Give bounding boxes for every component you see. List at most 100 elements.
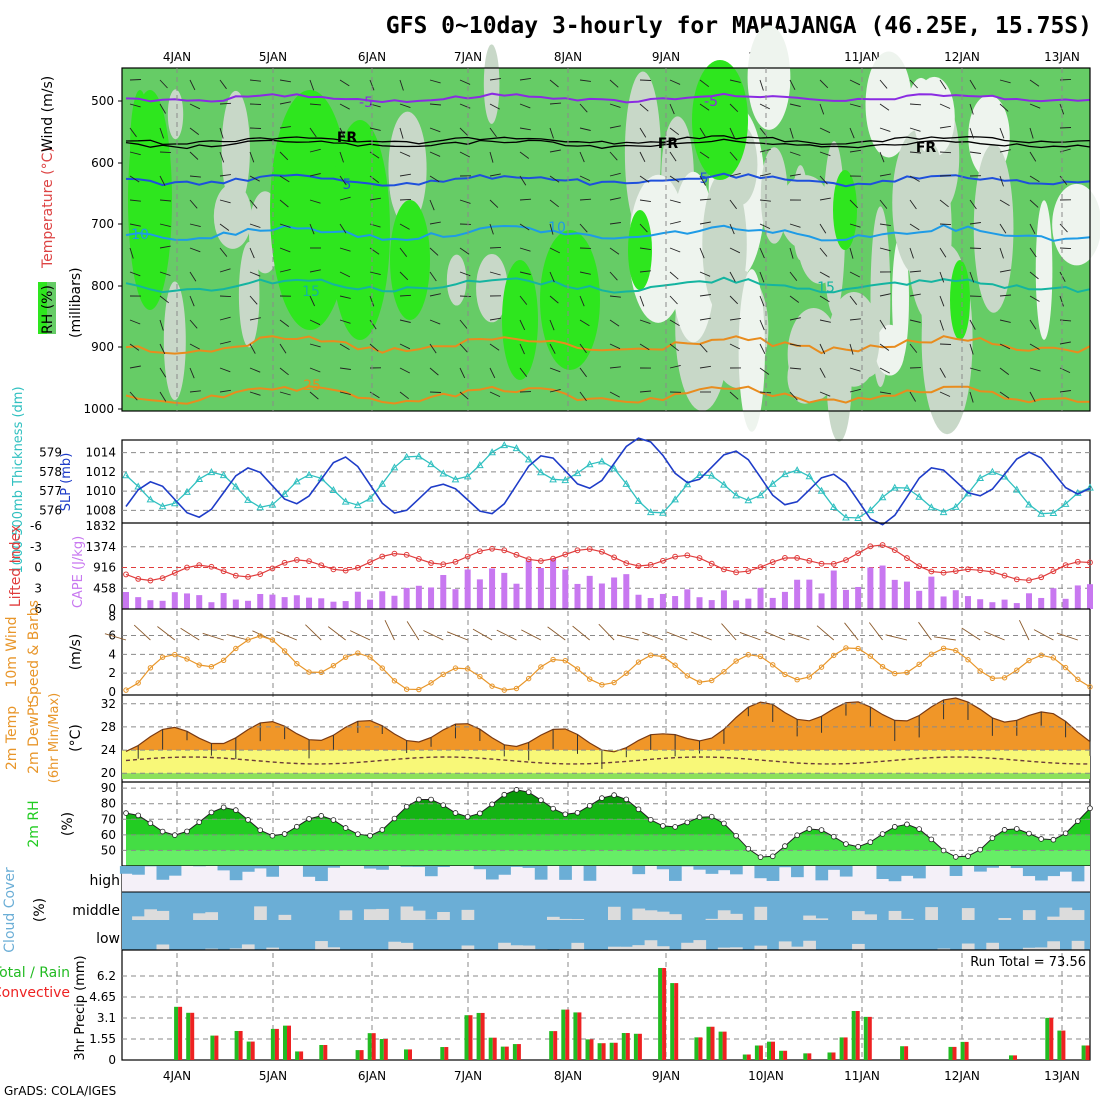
- rh-marker: [403, 803, 410, 810]
- wind-barb: [279, 199, 289, 208]
- wind-barb: [429, 199, 435, 211]
- wind-barb-10m: [406, 621, 420, 641]
- wind-barb: [849, 127, 855, 139]
- cape-bar: [257, 593, 264, 609]
- cloud-mid-gap: [559, 918, 572, 920]
- contour-20: [125, 335, 1091, 355]
- wind-barb: [459, 367, 466, 379]
- wind-barb: [639, 103, 649, 112]
- wind-barb: [369, 343, 379, 352]
- wind-speed-marker: [379, 665, 385, 671]
- precip-conv-bar: [190, 1012, 195, 1060]
- wind-barb-10m: [423, 630, 444, 641]
- wind-barb: [489, 271, 501, 276]
- cloud-high-bar: [437, 866, 450, 868]
- cloud-high-bar: [888, 866, 902, 882]
- wind-barb: [189, 79, 196, 91]
- cloud-high-bar: [913, 866, 926, 879]
- precip-total-bar: [500, 1046, 505, 1060]
- cape-bar: [1025, 593, 1032, 609]
- slp-axis-label: SLP (mb): [59, 453, 74, 512]
- rh-marker: [269, 832, 276, 839]
- cloud-high-bar: [827, 866, 841, 870]
- wind-barb: [429, 247, 439, 256]
- wind-barb: [669, 175, 680, 183]
- wind-barb: [669, 151, 677, 162]
- day-label-bottom: 4JAN: [163, 1069, 191, 1083]
- precip-conv-bar: [771, 1041, 775, 1060]
- wind-barb: [819, 367, 826, 378]
- wind-barb: [789, 103, 801, 107]
- thickness-marker: [122, 471, 130, 479]
- wind-speed-marker: [562, 658, 568, 664]
- wind-barb: [759, 103, 771, 110]
- wind-speed-marker: [648, 652, 654, 658]
- rh-moist-patch: [692, 60, 748, 180]
- wind-barb: [489, 151, 494, 163]
- wind-barb: [579, 103, 588, 113]
- wind-barb: [759, 271, 765, 283]
- rh-dry-patch: [446, 254, 467, 306]
- wind-barb: [699, 175, 706, 186]
- contour-label: FR: [916, 140, 937, 156]
- cloud-mid-gap: [1059, 907, 1073, 920]
- wind-barb: [249, 317, 261, 321]
- day-label-bottom: 12JAN: [944, 1069, 980, 1083]
- chart-title: GFS 0~10day 3-hourly for MAHAJANGA (46.2…: [386, 13, 1092, 39]
- li-tick-label: -6: [30, 519, 42, 533]
- precip-tick-label: 3.1: [97, 1011, 116, 1025]
- cloud-high-bar: [132, 866, 145, 875]
- wind-barb-10m: [918, 621, 932, 641]
- wind-barb: [549, 223, 554, 235]
- wind-barb: [849, 271, 861, 278]
- wind-speed-marker: [294, 661, 300, 667]
- wind-barb: [399, 247, 408, 257]
- rh-marker: [464, 813, 471, 820]
- wind-barb: [339, 367, 351, 370]
- cape-bar: [403, 587, 410, 609]
- cloud-units-label: (%): [32, 898, 48, 922]
- thickness-marker: [500, 441, 509, 449]
- wind-barb: [549, 319, 555, 331]
- cloud-mid-gap: [925, 907, 938, 920]
- wind-barb: [159, 199, 172, 202]
- thickness-marker: [744, 496, 753, 504]
- li-marker: [208, 563, 215, 570]
- rh-marker: [586, 802, 593, 809]
- wind-barb: [759, 148, 771, 153]
- wind-barb: [849, 367, 861, 372]
- cape-bar: [184, 593, 191, 609]
- wind-barb: [159, 103, 166, 114]
- precip-total-bar: [754, 1045, 759, 1060]
- cloud-high-bar: [583, 866, 597, 881]
- wind-barb: [639, 151, 646, 163]
- precip-conv-bar: [577, 1012, 582, 1060]
- rh-marker: [721, 820, 727, 827]
- cape-bar: [440, 574, 447, 609]
- precip-conv-bar: [589, 1039, 594, 1060]
- wind-barb: [999, 391, 1010, 399]
- pressure-tick-label: 600: [91, 156, 114, 170]
- wind-barb: [489, 246, 502, 249]
- wind-barb: [609, 103, 621, 108]
- wind-barb: [579, 79, 591, 82]
- wind-speed-marker: [904, 669, 910, 676]
- thickness-marker: [305, 470, 313, 478]
- cloud-mid-gap: [632, 908, 646, 920]
- wind-barb: [399, 294, 412, 297]
- cloud-mid-gap: [656, 911, 670, 920]
- wind-barb: [489, 127, 497, 138]
- wind-barb: [399, 79, 404, 91]
- li-marker: [293, 557, 300, 563]
- wind-barb: [249, 127, 262, 129]
- li-marker: [342, 567, 349, 574]
- wind-barb: [279, 79, 291, 83]
- thickness-marker: [585, 460, 594, 468]
- wind-barb: [399, 367, 411, 374]
- precip-total-bar: [767, 1041, 771, 1060]
- rh-marker: [1050, 836, 1057, 843]
- cape-bar: [342, 601, 349, 609]
- wind-barb: [129, 319, 141, 325]
- wind-barb: [249, 199, 258, 209]
- contour-label: 15: [817, 280, 835, 296]
